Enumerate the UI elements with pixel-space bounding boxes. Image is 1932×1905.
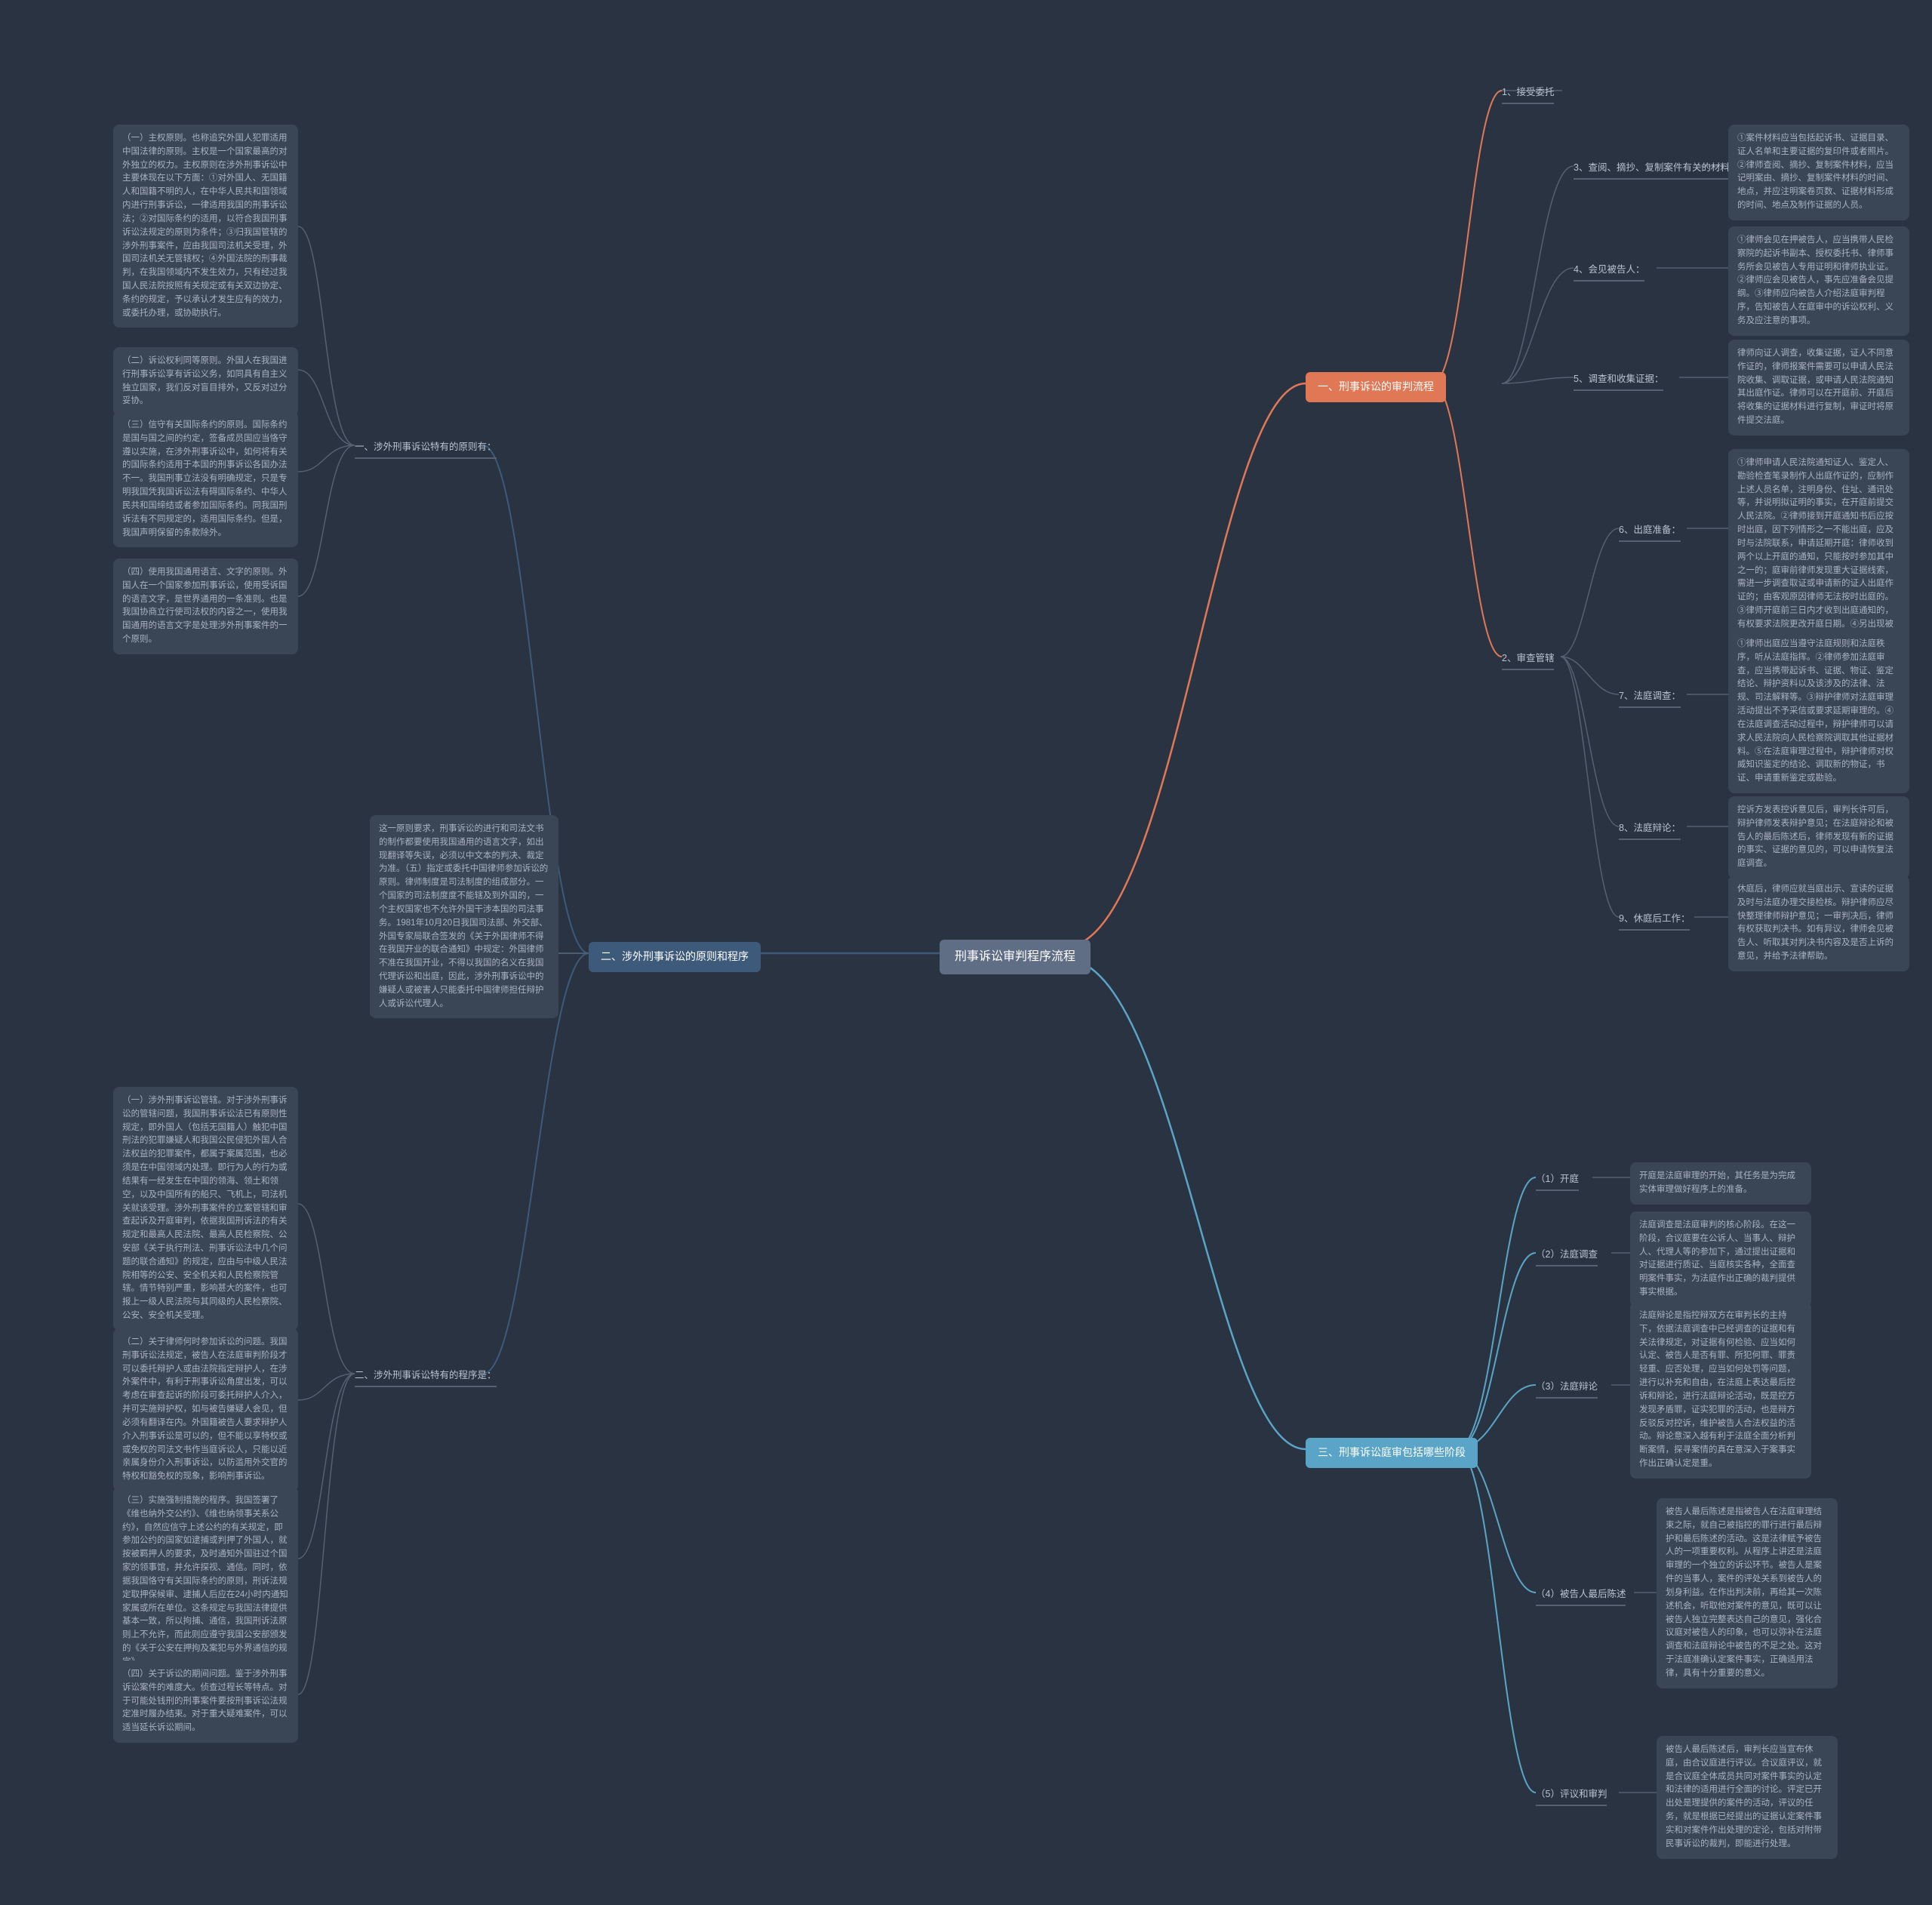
b2-p5: 这一原则要求，刑事诉讼的进行和司法文书的制作都要使用我国通用的语言文字，如出现翻… [370, 815, 558, 1018]
b2-pr2: （二）关于律师何时参加诉讼的问题。我国刑事诉讼法规定，被告人在法庭审判阶段才可以… [113, 1328, 298, 1491]
b1-detail-7: ①律师出庭应当遵守法庭规则和法庭秩序，听从法庭指挥。②律师参加法庭审查，应当携带… [1728, 630, 1909, 793]
b3-d2: 法庭调查是法庭审判的核心阶段。在这一阶段，合议庭要在公诉人、当事人、辩护人、代理… [1630, 1211, 1811, 1307]
b3-d5: 被告人最后陈述后，审判长应当宣布休庭，由合议庭进行评议。合议庭评议，就是合议庭全… [1657, 1736, 1838, 1859]
b1-detail-4: ①律师会见在押被告人，应当携带人民检察院的起诉书副本、授权委托书、律师事务所会见… [1728, 226, 1909, 336]
branch-2-label: 二、涉外刑事诉讼的原则和程序 [601, 950, 749, 962]
b1-item-3[interactable]: 3、查阅、摘抄、复制案件有关的材料： [1574, 158, 1739, 178]
b2-p4: （四）使用我国通用语言、文字的原则。外国人在一个国家参加刑事诉讼，使用受诉国的语… [113, 559, 298, 654]
root-label: 刑事诉讼审判程序流程 [955, 950, 1075, 963]
b1-detail-6: ①律师申请人民法院通知证人、鉴定人、勘验检查笔录制作人出庭作证的，应制作上述人员… [1728, 449, 1909, 652]
branch-3-label: 三、刑事诉讼庭审包括哪些阶段 [1318, 1446, 1466, 1458]
b2-sub-1[interactable]: 一、涉外刑事诉讼特有的原则有： [355, 438, 497, 457]
b2-pr1: （一）涉外刑事诉讼管辖。对于涉外刑事诉讼的管辖问题，我国刑事诉讼法已有原则性规定… [113, 1087, 298, 1331]
b2-p3: （三）信守有关国际条约的原则。国际条约是国与国之间的约定，签备成员国应当恪守遵以… [113, 411, 298, 547]
b1-item-6[interactable]: 6、出庭准备： [1619, 521, 1681, 540]
root-node[interactable]: 刑事诉讼审判程序流程 [940, 940, 1091, 974]
b3-s5[interactable]: （5）评议和审判 [1536, 1785, 1607, 1805]
b3-d3: 法庭辩论是指控辩双方在审判长的主持下，依据法庭调查中已经调查的证据和有关法律规定… [1630, 1302, 1811, 1479]
branch-2[interactable]: 二、涉外刑事诉讼的原则和程序 [589, 942, 761, 972]
b1-item-8[interactable]: 8、法庭辩论： [1619, 819, 1681, 839]
b1-detail-3: ①案件材料应当包括起诉书、证据目录、证人名单和主要证据的复印件或者照片。②律师查… [1728, 125, 1909, 220]
b1-detail-8: 控诉方发表控诉意见后，审判长许可后，辩护律师发表辩护意见；在法庭辩论和被告人的最… [1728, 796, 1909, 879]
b2-pr4: （四）关于诉讼的期间问题。鉴于涉外刑事诉讼案件的难度大。侦查过程长等特点。对于可… [113, 1660, 298, 1743]
b1-item-2[interactable]: 2、审查管辖 [1502, 649, 1554, 669]
b1-item-7[interactable]: 7、法庭调查： [1619, 687, 1681, 706]
b2-p1: （一）主权原则。也称追究外国人犯罪适用中国法律的原则。主权是一个国家最高的对外独… [113, 125, 298, 328]
b2-sub-2[interactable]: 二、涉外刑事诉讼特有的程序是： [355, 1366, 497, 1386]
b1-item-5[interactable]: 5、调查和收集证据： [1574, 370, 1663, 389]
branch-1-label: 一、刑事诉讼的审判流程 [1318, 380, 1434, 392]
b1-detail-5: 律师向证人调查，收集证据，证人不同意作证的，律师报案件需要可以申请人民法院收集、… [1728, 340, 1909, 435]
b3-s4[interactable]: （4）被告人最后陈述 [1536, 1585, 1626, 1605]
b3-s1[interactable]: （1）开庭 [1536, 1170, 1579, 1189]
b2-pr3: （三）实施强制措施的程序。我国签署了《维也纳外交公约》、《维也纳领事关系公约》，… [113, 1487, 298, 1677]
b3-d4: 被告人最后陈述是指被告人在法庭审理结束之际，就自己被指控的罪行进行最后辩护和最后… [1657, 1498, 1838, 1688]
b1-item-4[interactable]: 4、会见被告人： [1574, 260, 1644, 280]
b3-d1: 开庭是法庭审理的开始，其任务是为完成实体审理做好程序上的准备。 [1630, 1162, 1811, 1205]
b1-detail-9: 休庭后，律师应就当庭出示、宣读的证据及时与法庭办理交接检核。辩护律师应尽快整理律… [1728, 876, 1909, 971]
b2-p2: （二）诉讼权利同等原则。外国人在我国进行刑事诉讼享有诉讼义务，如同具有自主义独立… [113, 347, 298, 416]
b1-item-9[interactable]: 9、休庭后工作： [1619, 909, 1690, 929]
branch-1[interactable]: 一、刑事诉讼的审判流程 [1306, 372, 1446, 402]
branch-3[interactable]: 三、刑事诉讼庭审包括哪些阶段 [1306, 1438, 1478, 1468]
b3-s3[interactable]: （3）法庭辩论 [1536, 1377, 1598, 1397]
b3-s2[interactable]: （2）法庭调查 [1536, 1245, 1598, 1265]
b1-item-1[interactable]: 1、接受委托 [1502, 83, 1554, 103]
